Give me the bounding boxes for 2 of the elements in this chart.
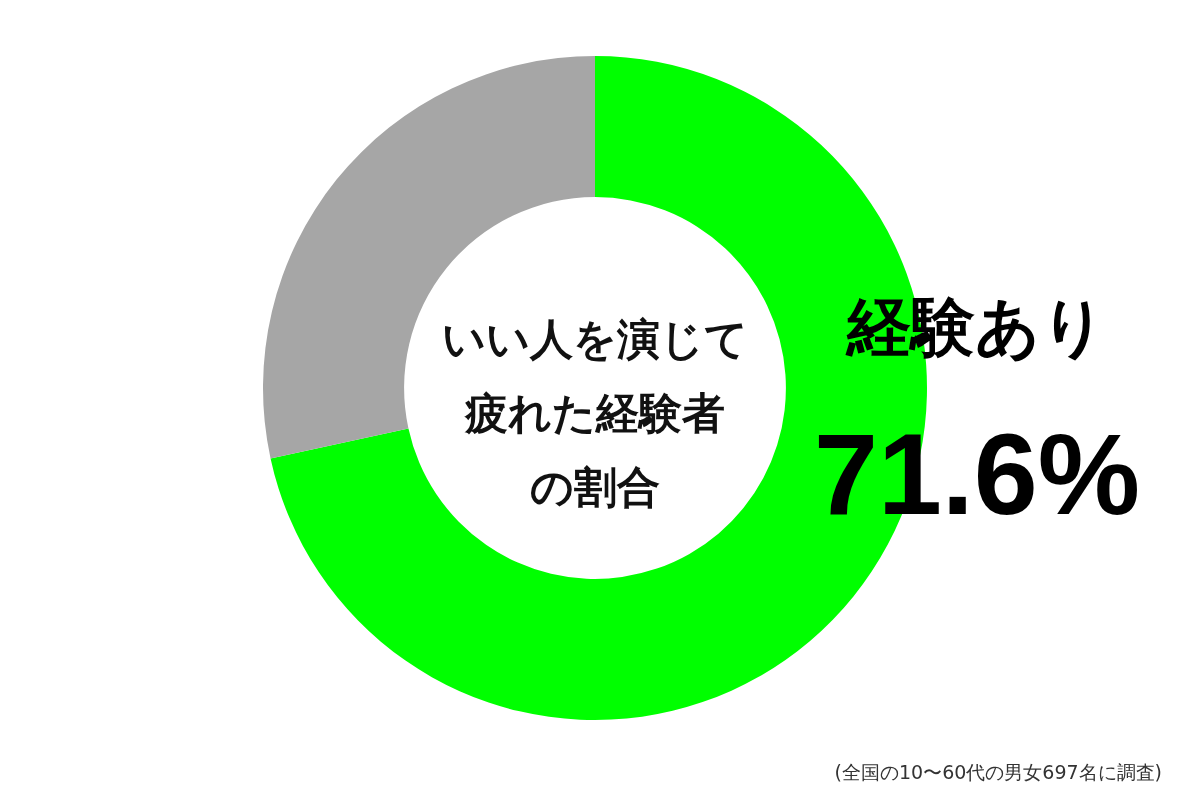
text: (全国の10〜60代の男女697名に調査) [834, 761, 1162, 783]
text: いい人を演じて疲れた経験者の割合 [441, 313, 749, 514]
